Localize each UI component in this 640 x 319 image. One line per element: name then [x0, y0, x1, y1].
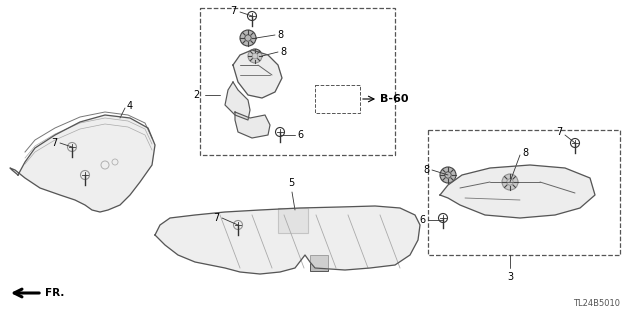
- Bar: [200, 8, 395, 155]
- Circle shape: [240, 30, 256, 46]
- Text: 8: 8: [423, 165, 429, 175]
- Text: FR.: FR.: [45, 288, 65, 298]
- Circle shape: [248, 49, 262, 63]
- Text: TL24B5010: TL24B5010: [573, 299, 620, 308]
- Polygon shape: [235, 112, 270, 138]
- Polygon shape: [440, 165, 595, 218]
- Polygon shape: [233, 50, 282, 98]
- Text: 7: 7: [212, 213, 219, 223]
- Polygon shape: [225, 82, 250, 120]
- Text: 4: 4: [127, 101, 133, 111]
- Text: 8: 8: [277, 30, 283, 40]
- Text: 7: 7: [230, 6, 236, 16]
- Text: 8: 8: [280, 47, 286, 57]
- Text: 8: 8: [522, 148, 528, 158]
- Polygon shape: [10, 115, 155, 212]
- Circle shape: [440, 167, 456, 183]
- Text: 7: 7: [556, 127, 562, 137]
- Bar: [310, 255, 328, 271]
- Text: 3: 3: [507, 272, 513, 282]
- Polygon shape: [155, 206, 420, 274]
- Text: 6: 6: [419, 215, 425, 225]
- Text: 5: 5: [288, 178, 294, 188]
- Bar: [428, 130, 620, 255]
- Text: 2: 2: [193, 90, 199, 100]
- Bar: [278, 208, 308, 233]
- Text: 6: 6: [297, 130, 303, 140]
- Circle shape: [502, 174, 518, 190]
- Text: B-60: B-60: [380, 94, 408, 104]
- Text: 7: 7: [51, 138, 57, 148]
- Bar: [315, 85, 360, 113]
